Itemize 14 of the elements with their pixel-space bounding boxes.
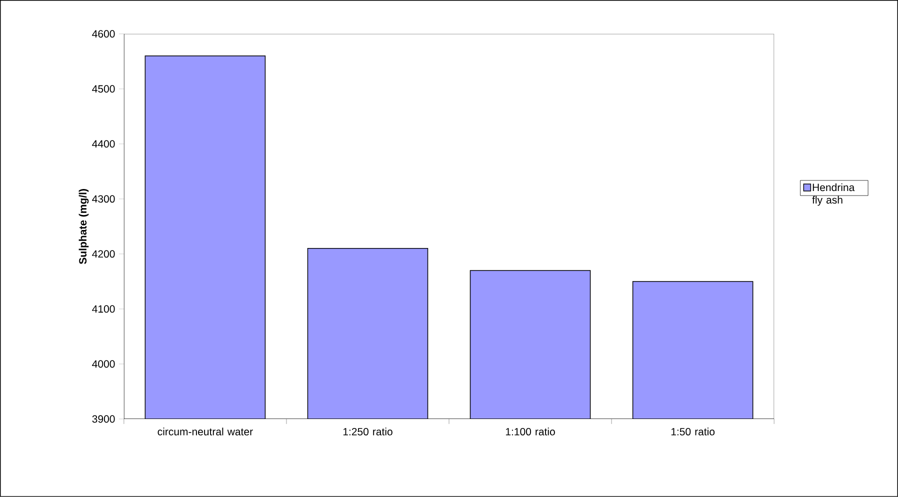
x-tick-label: 1:250 ratio [343,428,392,436]
y-tick-label: 4000 [92,360,115,368]
y-axis-title: Sulphate (mg/l) [78,189,89,264]
y-tick-label: 4300 [92,195,115,203]
x-tick-label: circum-neutral water [158,428,253,436]
x-tick-label: 1:100 ratio [506,428,555,436]
legend-label: Hendrina fly ash [812,183,855,206]
y-tick-label: 4100 [92,305,115,313]
y-tick-label: 4600 [92,30,115,38]
y-tick-label: 4200 [92,250,115,258]
y-tick-label: 3900 [92,415,115,423]
x-tick-label: 1:50 ratio [671,428,715,436]
y-tick-label: 4500 [92,85,115,93]
y-tick-label: 4400 [92,140,115,148]
